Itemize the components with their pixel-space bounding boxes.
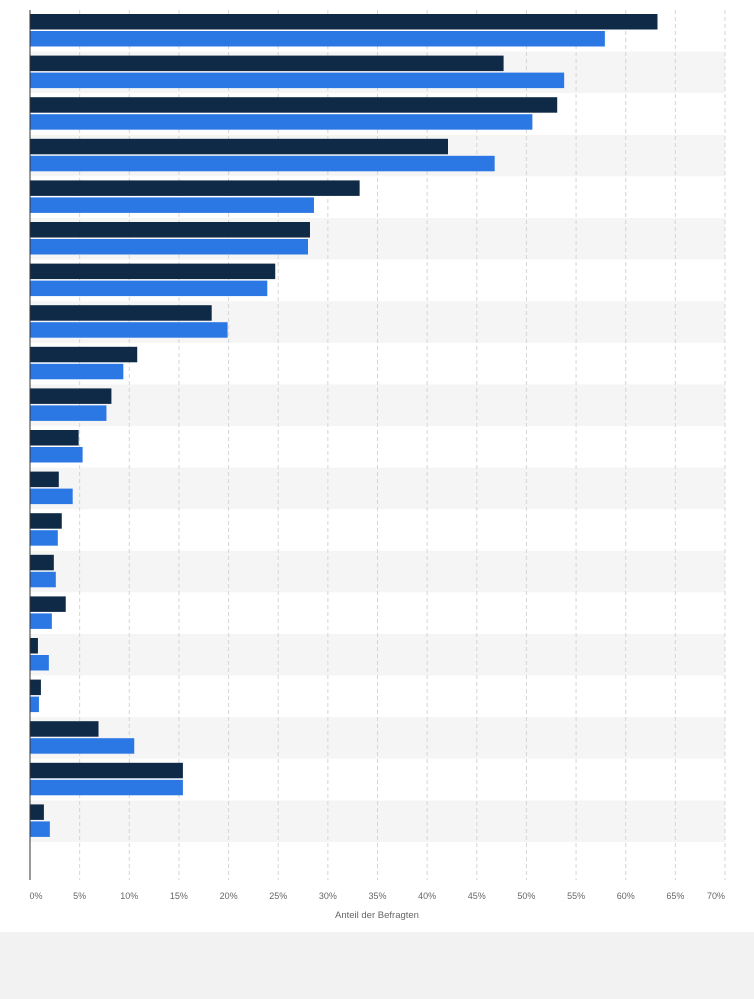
bar — [30, 322, 228, 338]
x-tick-label: 30% — [319, 891, 337, 901]
bar — [30, 430, 79, 446]
bar — [30, 280, 268, 297]
bar — [30, 447, 83, 463]
x-tick-label: 10% — [120, 891, 138, 901]
x-tick-label: 50% — [517, 891, 535, 901]
x-tick-label: 70% — [707, 891, 725, 901]
x-tick-label: 60% — [617, 891, 635, 901]
bars — [30, 14, 658, 837]
bar — [30, 97, 558, 113]
gridlines — [79, 10, 726, 880]
bar — [30, 388, 112, 404]
bar — [30, 72, 565, 89]
x-tick-label: 5% — [73, 891, 86, 901]
x-tick-label: 35% — [368, 891, 386, 901]
bar — [30, 721, 99, 737]
bar — [30, 222, 310, 238]
bar — [30, 31, 605, 47]
bar — [30, 138, 448, 155]
bar — [30, 197, 314, 213]
bar — [30, 55, 504, 72]
bar — [30, 738, 135, 754]
bar — [30, 821, 50, 837]
bar — [30, 14, 658, 30]
bar — [30, 239, 308, 255]
bar — [30, 804, 44, 820]
x-tick-label: 55% — [567, 891, 585, 901]
bar — [30, 554, 54, 571]
bar — [30, 263, 276, 280]
bar — [30, 363, 124, 380]
bar — [30, 155, 495, 172]
x-tick-labels: 0% 5% 10% 15% 20% 25% 30% 35% 40% 45% 50% 55% 60% 65%… — [29, 891, 725, 901]
bar — [30, 471, 59, 488]
x-tick-label: 15% — [170, 891, 188, 901]
row-band — [30, 800, 725, 842]
bar — [30, 655, 49, 671]
bar — [30, 638, 38, 654]
bar — [30, 346, 138, 363]
bar — [30, 762, 183, 779]
x-tick-label: 40% — [418, 891, 436, 901]
bar — [30, 405, 107, 421]
x-tick-label: 25% — [269, 891, 287, 901]
bar — [30, 596, 66, 612]
bar — [30, 305, 212, 321]
x-tick-label: 0% — [29, 891, 42, 901]
bar — [30, 488, 73, 505]
bar — [30, 779, 183, 796]
bar — [30, 571, 56, 588]
bar — [30, 696, 39, 713]
x-tick-label: 20% — [220, 891, 238, 901]
bar — [30, 114, 533, 130]
x-tick-label: 65% — [666, 891, 684, 901]
row-band — [30, 842, 725, 884]
x-tick-label: 45% — [468, 891, 486, 901]
bar — [30, 513, 62, 529]
bar — [30, 613, 52, 629]
bar — [30, 180, 360, 196]
bar — [30, 679, 41, 696]
bar — [30, 530, 58, 546]
x-axis-title: Anteil der Befragten — [335, 910, 419, 921]
